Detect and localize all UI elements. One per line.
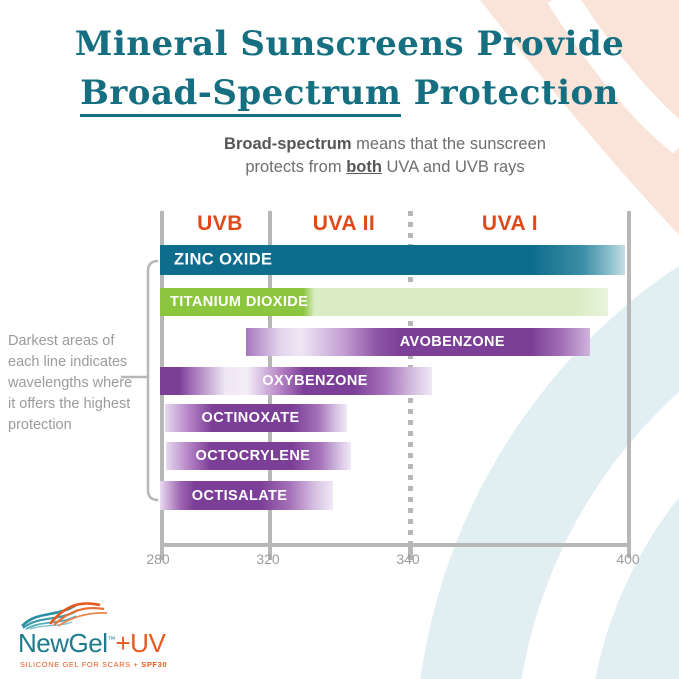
bar-label-octocrylene: OCTOCRYLENE: [195, 448, 311, 464]
logo-text-uv: +UV: [115, 628, 166, 658]
bar-oxybenzone: OXYBENZONE: [160, 367, 432, 395]
band-label-uva2: UVA II: [312, 212, 376, 235]
peach-swirl-shape: [480, 0, 679, 235]
title-text-line2-rest: Protection: [401, 73, 619, 114]
bar-label-zinc-oxide: ZINC OXIDE: [174, 250, 273, 269]
logo-swirl-icon: [21, 602, 108, 630]
logo-tagline-text: SILICONE GEL FOR SCARS +: [20, 660, 142, 669]
subtitle-bold-both: both: [346, 158, 382, 177]
page-title-line2: Broad-Spectrum Protection: [20, 69, 679, 118]
tick-label-320: 320: [256, 551, 280, 567]
gridline-400nm: [627, 211, 631, 558]
subtitle: Broad-spectrum means that the sunscreen …: [205, 133, 565, 179]
tick-label-340: 340: [396, 551, 420, 567]
subtitle-text-2: UVA and UVB rays: [381, 158, 525, 177]
bar-octocrylene: OCTOCRYLENE: [166, 442, 351, 470]
logo-tagline-spf: SPF30: [141, 660, 168, 669]
bar-label-avobenzone: AVOBENZONE: [399, 334, 506, 350]
band-label-uvb: UVB: [197, 212, 243, 235]
x-axis-line: [160, 543, 631, 547]
bar-avobenzone: AVOBENZONE: [246, 328, 590, 356]
tick-340nm: [408, 543, 413, 560]
title-underlined-phrase: Broad-Spectrum: [80, 73, 402, 118]
page-title-line1: Mineral Sunscreens Provide: [20, 20, 679, 69]
peach-swirl-white-band: [547, 0, 679, 154]
newgel-uv-logo: NewGel™+UV SILICONE GEL FOR SCARS + SPF3…: [18, 602, 198, 672]
annotation-bracket: [121, 259, 159, 502]
page-title: Mineral Sunscreens Provide Broad-Spectru…: [20, 20, 679, 119]
logo-wordmark: NewGel™+UV: [18, 628, 166, 659]
darkest-areas-note: Darkest areas of each line indicates wav…: [8, 333, 133, 434]
tick-label-400: 400: [616, 551, 640, 567]
bar-octinoxate: OCTINOXATE: [165, 404, 347, 432]
bar-octisalate: OCTISALATE: [160, 481, 333, 510]
subtitle-bold-broad-spectrum: Broad-spectrum: [224, 135, 352, 153]
bar-zinc-oxide: ZINC OXIDE: [160, 245, 625, 275]
logo-text-newgel: NewGel: [18, 628, 108, 658]
tick-label-280: 280: [146, 551, 170, 567]
logo-trademark-symbol: ™: [107, 635, 116, 644]
bar-label-octisalate: OCTISALATE: [191, 487, 288, 504]
bar-label-octinoxate: OCTINOXATE: [201, 410, 300, 426]
title-text-line1: Mineral Sunscreens Provide: [74, 24, 625, 64]
logo-tagline: SILICONE GEL FOR SCARS + SPF30: [20, 660, 167, 669]
bar-label-oxybenzone: OXYBENZONE: [262, 373, 368, 389]
bar-titanium-dioxide: TITANIUM DIOXIDE: [160, 288, 608, 316]
band-label-uva1: UVA I: [481, 212, 539, 235]
bar-label-titanium-dioxide: TITANIUM DIOXIDE: [170, 294, 309, 310]
subtitle-text-1: means that the sunscreen protects from: [245, 135, 546, 177]
